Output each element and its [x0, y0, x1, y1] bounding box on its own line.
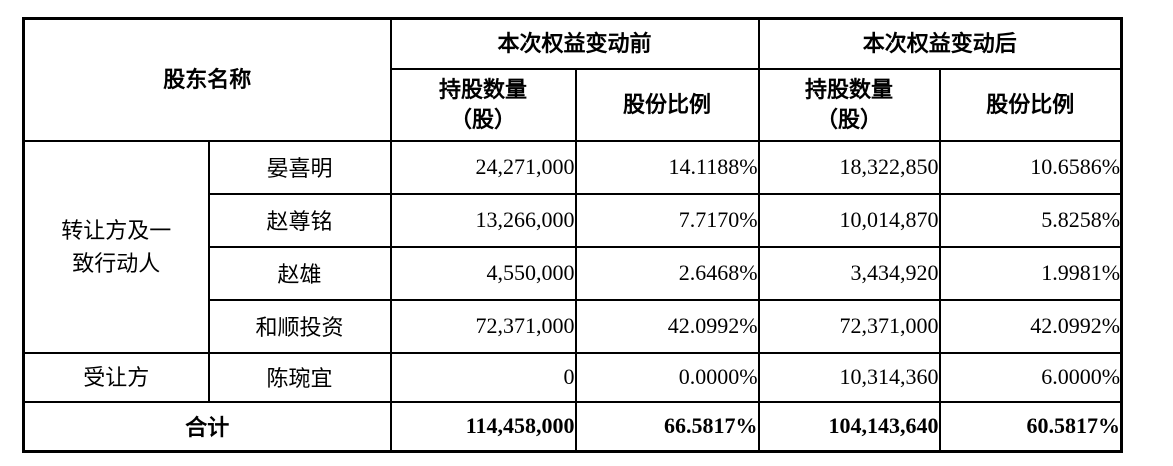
ratio-after-cell: 1.9981%	[938, 245, 1123, 301]
qty-after-cell: 10,014,870	[757, 192, 941, 248]
group-transferor-cell: 转让方及一 致行动人	[22, 139, 210, 354]
ratio-before-cell: 2.6468%	[574, 245, 760, 301]
header-row-sub: 持股数量 （股） 股份比例 持股数量 （股） 股份比例	[24, 67, 1123, 142]
table-row-total: 合计 114,458,000 66.5817% 104,143,640 60.5…	[22, 400, 1123, 453]
total-ratio-before-cell: 66.5817%	[574, 400, 760, 453]
header-qty-before-line2: （股）	[450, 106, 517, 132]
qty-after-cell: 72,371,000	[757, 298, 941, 354]
qty-before-cell: 24,271,000	[389, 139, 577, 195]
qty-before-cell: 4,550,000	[389, 245, 577, 301]
qty-before-cell: 72,371,000	[389, 298, 577, 354]
qty-after-cell: 18,322,850	[757, 139, 941, 195]
equity-change-table: 股东名称 本次权益变动前 本次权益变动后 持股数量 （股） 股份比例 持股数量 …	[22, 17, 1124, 453]
table-row-yanximing: 转让方及一 致行动人 晏喜明 24,271,000 14.1188% 18,32…	[22, 139, 1123, 354]
table-row-zhaoxiong: 赵雄 4,550,000 2.6468% 3,434,920 1.9981%	[24, 245, 1123, 301]
header-qty-after: 持股数量 （股）	[757, 67, 941, 142]
table-row-zhaozunming: 赵尊铭 13,266,000 7.7170% 10,014,870 5.8258…	[24, 192, 1123, 248]
shareholder-name-cell: 赵雄	[207, 245, 392, 301]
total-qty-after-cell: 104,143,640	[757, 400, 941, 453]
header-after-change: 本次权益变动后	[757, 17, 1123, 70]
ratio-before-cell: 42.0992%	[574, 298, 760, 354]
header-qty-before: 持股数量 （股）	[389, 67, 577, 142]
header-qty-before-line1: 持股数量	[439, 76, 528, 102]
shareholder-name-cell: 和顺投资	[207, 298, 392, 354]
header-before-change: 本次权益变动前	[389, 17, 760, 70]
qty-after-cell: 3,434,920	[757, 245, 941, 301]
group-transferor-line1: 转让方及一	[61, 217, 172, 243]
shareholder-name-cell: 陈琬宜	[207, 351, 392, 403]
header-shareholder-name: 股东名称	[22, 17, 392, 142]
shareholder-name-cell: 赵尊铭	[207, 192, 392, 248]
header-ratio-after: 股份比例	[938, 67, 1123, 142]
ratio-after-cell: 6.0000%	[938, 351, 1123, 403]
ratio-before-cell: 7.7170%	[574, 192, 760, 248]
header-qty-after-line1: 持股数量	[805, 76, 894, 102]
qty-before-cell: 0	[389, 351, 577, 403]
ratio-before-cell: 0.0000%	[574, 351, 760, 403]
total-qty-before-cell: 114,458,000	[389, 400, 577, 453]
ratio-after-cell: 42.0992%	[938, 298, 1123, 354]
total-label-cell: 合计	[22, 400, 392, 453]
header-qty-after-line2: （股）	[816, 106, 883, 132]
ratio-before-cell: 14.1188%	[574, 139, 760, 195]
header-ratio-before: 股份比例	[574, 67, 760, 142]
table-row-chenwanyi: 受让方 陈琬宜 0 0.0000% 10,314,360 6.0000%	[22, 351, 1123, 403]
header-row-top: 股东名称 本次权益变动前 本次权益变动后	[22, 17, 1123, 142]
ratio-after-cell: 10.6586%	[938, 139, 1123, 195]
group-transferee-cell: 受让方	[22, 351, 210, 403]
shareholder-name-cell: 晏喜明	[207, 139, 392, 195]
group-transferor-line2: 致行动人	[72, 250, 161, 276]
qty-after-cell: 10,314,360	[757, 351, 941, 403]
ratio-after-cell: 5.8258%	[938, 192, 1123, 248]
qty-before-cell: 13,266,000	[389, 192, 577, 248]
total-ratio-after-cell: 60.5817%	[938, 400, 1123, 453]
table-row-heshuntouzi: 和顺投资 72,371,000 42.0992% 72,371,000 42.0…	[24, 298, 1123, 354]
